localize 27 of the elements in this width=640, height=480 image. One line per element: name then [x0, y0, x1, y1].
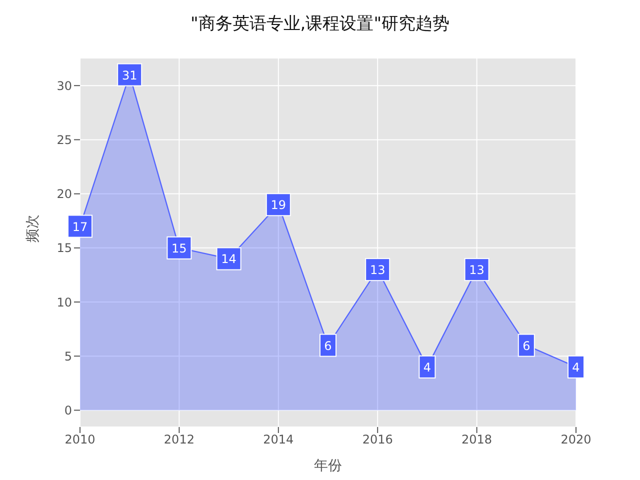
- data-label: 13: [469, 263, 484, 278]
- data-label: 4: [423, 360, 432, 374]
- y-tick-label: 10: [56, 295, 72, 310]
- x-axis-title: 年份: [314, 458, 342, 474]
- y-tick-label: 15: [56, 241, 72, 256]
- x-tick-label: 2012: [164, 432, 194, 447]
- data-label: 6: [522, 338, 530, 353]
- y-axis-title: 频次: [24, 214, 41, 242]
- data-label: 6: [324, 338, 332, 353]
- data-label: 4: [572, 360, 580, 374]
- y-tick-label: 20: [56, 187, 72, 202]
- data-label: 13: [370, 263, 386, 278]
- x-tick-label: 2014: [263, 432, 294, 447]
- y-tick-label: 25: [56, 132, 72, 147]
- x-tick-label: 2020: [560, 432, 592, 447]
- y-tick-label: 5: [64, 349, 72, 364]
- data-label: 15: [172, 241, 187, 256]
- y-tick-label: 30: [56, 78, 72, 93]
- x-tick-label: 2010: [64, 432, 96, 447]
- x-tick-label: 2016: [362, 432, 393, 447]
- data-label: 19: [270, 198, 286, 212]
- y-tick-label: 0: [64, 403, 72, 418]
- data-label: 17: [72, 220, 88, 234]
- data-label: 14: [221, 252, 236, 266]
- data-label: 31: [122, 68, 138, 82]
- x-tick-label: 2018: [462, 432, 492, 447]
- chart-title: "商务英语专业,课程设置"研究趋势: [189, 13, 451, 35]
